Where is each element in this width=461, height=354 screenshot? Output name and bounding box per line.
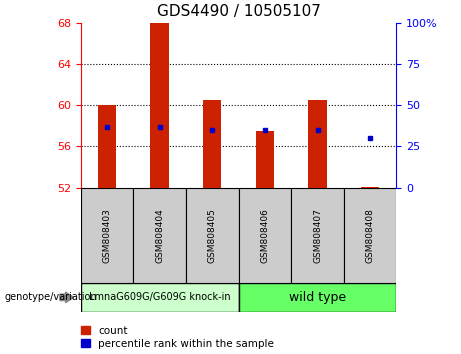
Text: GSM808405: GSM808405 [208,208,217,263]
Bar [98,105,116,188]
FancyBboxPatch shape [239,188,291,283]
Bar [308,100,327,188]
FancyBboxPatch shape [81,188,133,283]
Text: GSM808404: GSM808404 [155,208,164,263]
Text: wild type: wild type [289,291,346,304]
FancyBboxPatch shape [344,188,396,283]
Text: GSM808403: GSM808403 [102,208,112,263]
Bar [203,100,221,188]
Text: GSM808406: GSM808406 [260,208,269,263]
Bar [150,23,169,188]
FancyBboxPatch shape [133,188,186,283]
FancyBboxPatch shape [291,188,344,283]
Text: GSM808407: GSM808407 [313,208,322,263]
FancyBboxPatch shape [186,188,239,283]
Title: GDS4490 / 10505107: GDS4490 / 10505107 [157,4,320,19]
Text: GSM808408: GSM808408 [366,208,375,263]
Text: LmnaG609G/G609G knock-in: LmnaG609G/G609G knock-in [89,292,230,302]
Legend: count, percentile rank within the sample: count, percentile rank within the sample [81,326,274,349]
Bar [361,187,379,188]
Bar [256,131,274,188]
FancyBboxPatch shape [81,283,239,312]
Text: genotype/variation: genotype/variation [5,292,97,302]
FancyBboxPatch shape [239,283,396,312]
